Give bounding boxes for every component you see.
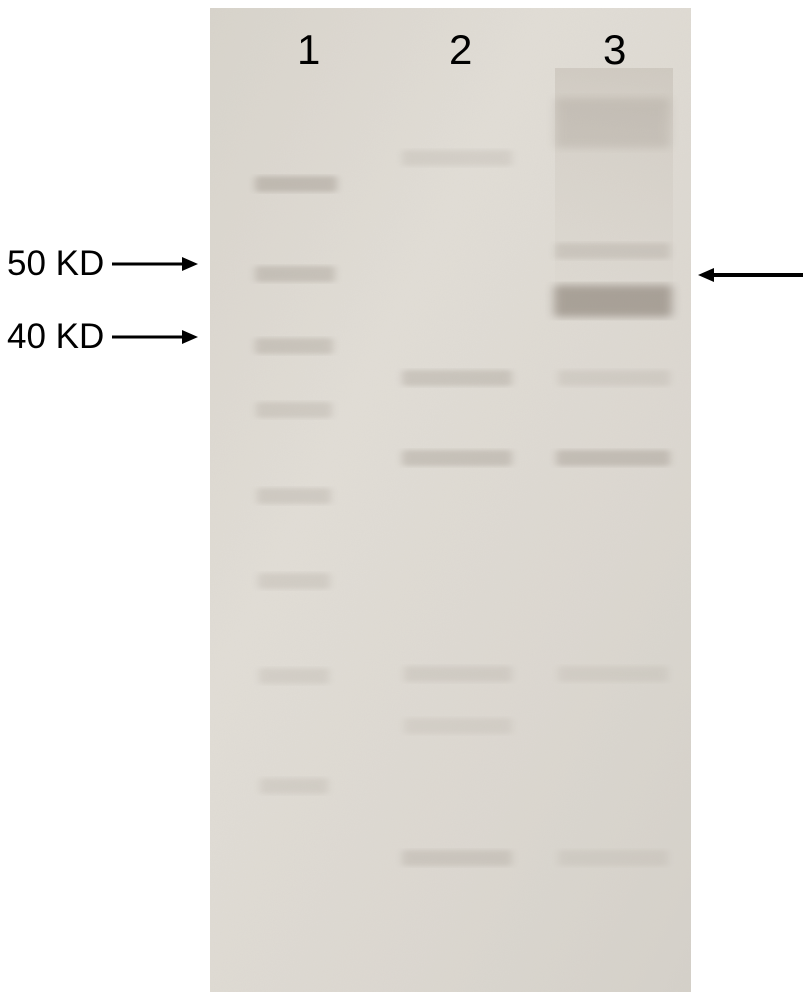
arrow-right-icon bbox=[112, 327, 198, 347]
lane-2-label: 2 bbox=[449, 26, 472, 74]
arrow-left-icon bbox=[698, 265, 803, 285]
target-band-indicator bbox=[698, 265, 803, 285]
lane-1-label: 1 bbox=[297, 26, 320, 74]
sds-page-gel-figure: 1 2 3 50 KD 40 KD bbox=[0, 0, 803, 1000]
mw-marker-40kd: 40 KD bbox=[7, 317, 198, 357]
mw-40kd-text: 40 KD bbox=[7, 317, 104, 357]
arrow-right-icon bbox=[112, 254, 198, 274]
lane-3-label: 3 bbox=[603, 26, 626, 74]
gel-membrane-image bbox=[210, 8, 691, 992]
mw-50kd-text: 50 KD bbox=[7, 244, 104, 284]
mw-marker-50kd: 50 KD bbox=[7, 244, 198, 284]
